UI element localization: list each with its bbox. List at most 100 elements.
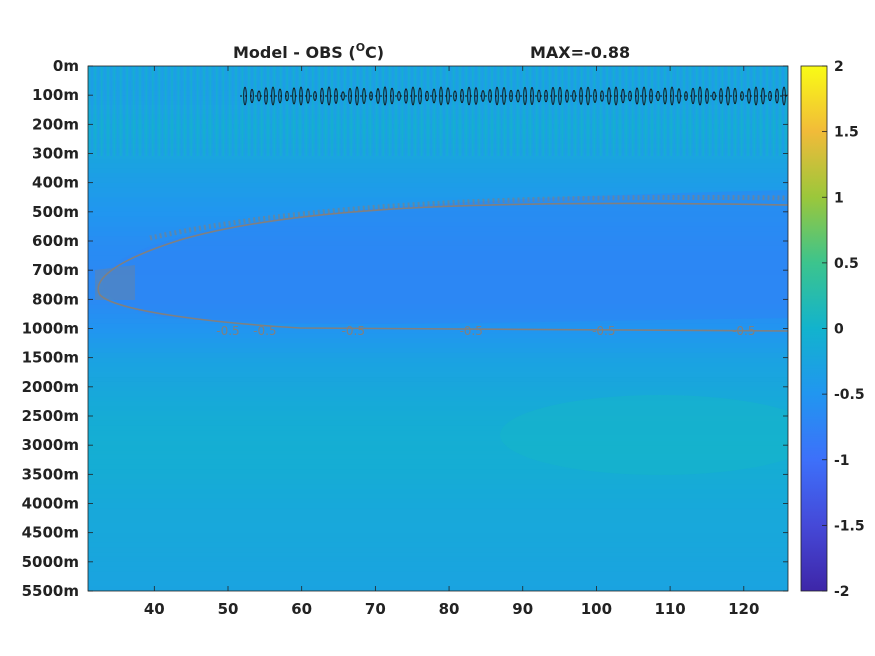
field-row bbox=[88, 484, 788, 490]
noise-stripe bbox=[564, 66, 567, 156]
noise-stripe bbox=[574, 66, 576, 156]
noise-stripe bbox=[712, 66, 714, 156]
field-row bbox=[88, 396, 788, 403]
contour-ring bbox=[264, 87, 268, 105]
contour-ring bbox=[670, 86, 674, 106]
noise-stripe bbox=[504, 66, 506, 156]
noise-stripe bbox=[558, 66, 560, 156]
field-row bbox=[88, 586, 788, 591]
colorbar-tick-label: 1 bbox=[834, 190, 844, 206]
noise-stripe bbox=[561, 66, 564, 156]
noise-stripe bbox=[379, 66, 381, 156]
contour-ring bbox=[544, 89, 548, 103]
contour-ring bbox=[761, 87, 765, 105]
noise-stripe bbox=[161, 66, 164, 156]
noise-stripe bbox=[248, 66, 250, 156]
contour-ring bbox=[425, 90, 429, 102]
field-row bbox=[88, 566, 788, 573]
noise-stripe bbox=[657, 66, 660, 156]
noise-stripe bbox=[536, 66, 538, 156]
field-row bbox=[88, 158, 788, 164]
noise-stripe bbox=[225, 66, 228, 156]
contour-ring bbox=[649, 88, 653, 104]
noise-stripe bbox=[286, 66, 288, 156]
noise-stripe bbox=[596, 66, 599, 156]
y-tick-label: 2000m bbox=[22, 378, 79, 396]
noise-stripe bbox=[158, 66, 160, 156]
noise-stripe bbox=[296, 66, 298, 156]
noise-stripe bbox=[568, 66, 570, 156]
noise-stripe bbox=[584, 66, 586, 156]
noise-stripe bbox=[424, 66, 426, 156]
noise-stripe bbox=[545, 66, 548, 156]
noise-stripe bbox=[667, 66, 669, 156]
noise-stripe bbox=[417, 66, 420, 156]
field-row bbox=[88, 508, 788, 514]
y-tick-label: 1500m bbox=[22, 349, 79, 367]
field-row bbox=[88, 571, 788, 578]
noise-stripe bbox=[763, 66, 765, 156]
y-tick-label: 5000m bbox=[22, 553, 79, 571]
noise-stripe bbox=[600, 66, 602, 156]
noise-stripe bbox=[766, 66, 768, 156]
field-row bbox=[88, 411, 788, 417]
noise-stripe bbox=[244, 66, 247, 156]
noise-stripe bbox=[516, 66, 519, 156]
contour-label: -0.5 bbox=[342, 324, 365, 338]
x-tick-label: 90 bbox=[512, 600, 533, 618]
noise-stripe bbox=[433, 66, 436, 156]
field-row bbox=[88, 177, 788, 184]
contour-label: -0.5 bbox=[216, 324, 239, 338]
colorbar-tick-label: -1.5 bbox=[834, 518, 865, 534]
noise-stripe bbox=[107, 66, 109, 156]
noise-stripe bbox=[168, 66, 170, 156]
noise-stripe bbox=[200, 66, 202, 156]
contour-ring bbox=[593, 89, 597, 103]
y-tick-label: 3500m bbox=[22, 465, 79, 483]
noise-stripe bbox=[513, 66, 516, 156]
noise-stripe bbox=[580, 66, 583, 156]
noise-stripe bbox=[206, 66, 208, 156]
noise-stripe bbox=[321, 66, 324, 156]
colorbar-tick-label: 1.5 bbox=[834, 125, 859, 141]
field-row bbox=[88, 479, 788, 485]
noise-stripe bbox=[721, 66, 724, 156]
noise-stripe bbox=[612, 66, 615, 156]
surface-noise-stripes bbox=[88, 66, 788, 156]
noise-stripe bbox=[180, 66, 183, 156]
field-row bbox=[88, 527, 788, 534]
noise-stripe bbox=[238, 66, 240, 156]
contour-ring bbox=[509, 89, 513, 103]
contour-minus-half bbox=[97, 202, 788, 332]
noise-stripe bbox=[692, 66, 695, 156]
noise-stripe bbox=[539, 66, 541, 156]
contour-ring bbox=[537, 89, 541, 103]
field-row bbox=[88, 445, 788, 451]
noise-stripe bbox=[449, 66, 452, 156]
noise-stripe bbox=[267, 66, 269, 156]
field-row bbox=[88, 420, 788, 427]
noise-stripe bbox=[446, 66, 448, 156]
field-row bbox=[88, 425, 788, 432]
noise-stripe bbox=[241, 66, 244, 156]
noise-stripe bbox=[270, 66, 272, 156]
noise-stripe bbox=[145, 66, 148, 156]
noise-stripe bbox=[315, 66, 317, 156]
noise-stripe bbox=[552, 66, 554, 156]
contour-ring bbox=[313, 91, 317, 101]
x-tick-label: 80 bbox=[439, 600, 460, 618]
noise-stripe bbox=[113, 66, 116, 156]
contour-ring bbox=[733, 87, 737, 105]
noise-stripe bbox=[331, 66, 333, 156]
colorbar-tick-label: -0.5 bbox=[834, 387, 865, 403]
noise-stripe bbox=[488, 66, 490, 156]
contour-ring bbox=[726, 86, 730, 106]
field-row bbox=[88, 401, 788, 407]
noise-stripe bbox=[760, 66, 762, 156]
field-row bbox=[88, 197, 788, 203]
noise-stripe bbox=[756, 66, 759, 156]
field-row bbox=[88, 367, 788, 373]
noise-stripe bbox=[363, 66, 365, 156]
noise-stripe bbox=[587, 66, 589, 156]
contour-ring bbox=[691, 87, 695, 105]
